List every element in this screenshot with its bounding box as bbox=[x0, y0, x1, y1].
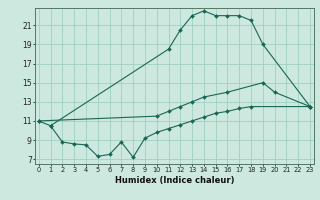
X-axis label: Humidex (Indice chaleur): Humidex (Indice chaleur) bbox=[115, 176, 234, 185]
